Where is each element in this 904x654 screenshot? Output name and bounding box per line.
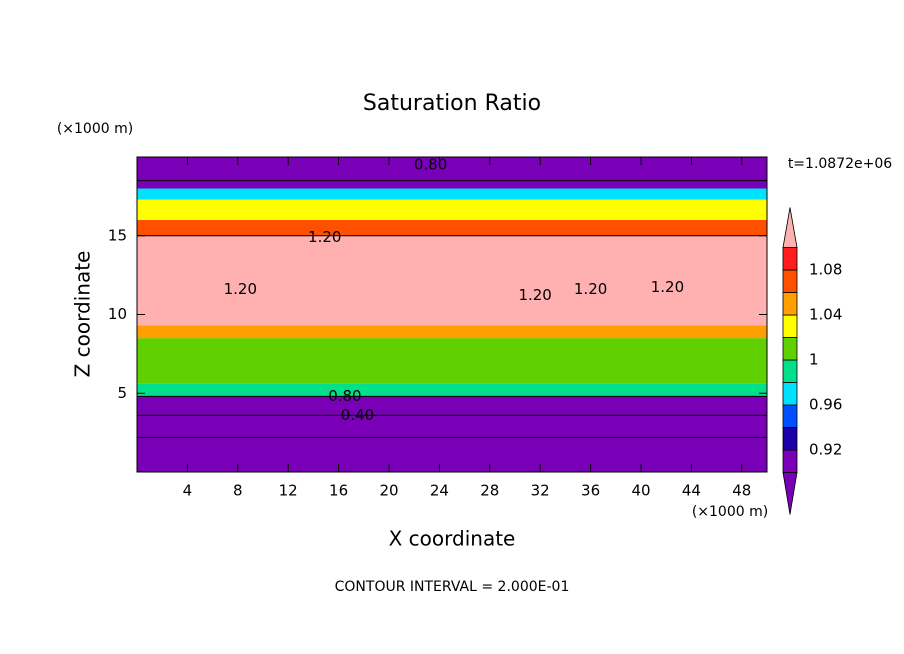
y-axis-label: Z coordinate <box>71 251 95 378</box>
contour-label: 0.80 <box>414 155 447 173</box>
field-band <box>137 383 767 397</box>
field-band <box>137 220 767 236</box>
x-tick-label: 32 <box>531 482 550 500</box>
colorbar-tick-label: 1.04 <box>809 306 842 324</box>
x-tick-label: 24 <box>430 482 449 500</box>
chart-title: Saturation Ratio <box>363 91 541 116</box>
field-band <box>137 325 767 339</box>
colorbar-box <box>782 404 798 428</box>
colorbar-box <box>782 247 798 271</box>
field <box>137 157 767 472</box>
colorbar-box <box>782 337 798 361</box>
colorbar-box <box>782 359 798 383</box>
x-tick-label: 48 <box>732 482 751 500</box>
colorbar-box <box>782 269 798 293</box>
time-label: t=1.0872e+06 <box>788 156 892 172</box>
colorbar-tick-label: 0.96 <box>809 396 842 414</box>
colorbar-tick-label: 0.92 <box>809 441 842 459</box>
colorbar-extend-low <box>782 472 798 515</box>
contour-label: 1.20 <box>308 228 341 246</box>
colorbar-box <box>782 314 798 338</box>
y-tick-label: 10 <box>108 305 127 323</box>
field-band <box>137 199 767 220</box>
contour-label: 1.20 <box>651 278 684 296</box>
x-tick-label: 20 <box>379 482 398 500</box>
x-axis-label: X coordinate <box>389 527 516 551</box>
x-tick-label: 36 <box>581 482 600 500</box>
y-tick-label: 15 <box>108 226 127 244</box>
colorbar-extend-high <box>782 207 798 248</box>
colorbar-box <box>782 427 798 451</box>
y-tick-label: 5 <box>117 384 127 402</box>
x-tick-label: 16 <box>329 482 348 500</box>
contour-label: 0.80 <box>328 387 361 405</box>
contour-label: 1.20 <box>224 280 257 298</box>
field-band <box>137 235 767 326</box>
contour-label: 0.40 <box>341 406 374 424</box>
footer: CONTOUR INTERVAL = 2.000E-01 <box>335 579 570 595</box>
colorbar-box <box>782 449 798 473</box>
x-tick-label: 8 <box>233 482 243 500</box>
x-tick-label: 4 <box>183 482 193 500</box>
x-tick-label: 44 <box>682 482 701 500</box>
colorbar-tick-label: 1.08 <box>809 261 842 279</box>
field-band <box>137 396 767 472</box>
contour-label: 1.20 <box>518 286 551 304</box>
x-tick-label: 40 <box>631 482 650 500</box>
field-band <box>137 338 767 384</box>
y-unit: (×1000 m) <box>57 121 133 137</box>
x-unit: (×1000 m) <box>692 504 768 520</box>
contour-label: 1.20 <box>574 280 607 298</box>
colorbar-box <box>782 292 798 316</box>
field-band <box>137 157 767 189</box>
x-tick-label: 28 <box>480 482 499 500</box>
colorbar-tick-label: 1 <box>809 351 819 369</box>
field-band <box>137 188 767 200</box>
x-tick-label: 12 <box>279 482 298 500</box>
colorbar-box <box>782 382 798 406</box>
